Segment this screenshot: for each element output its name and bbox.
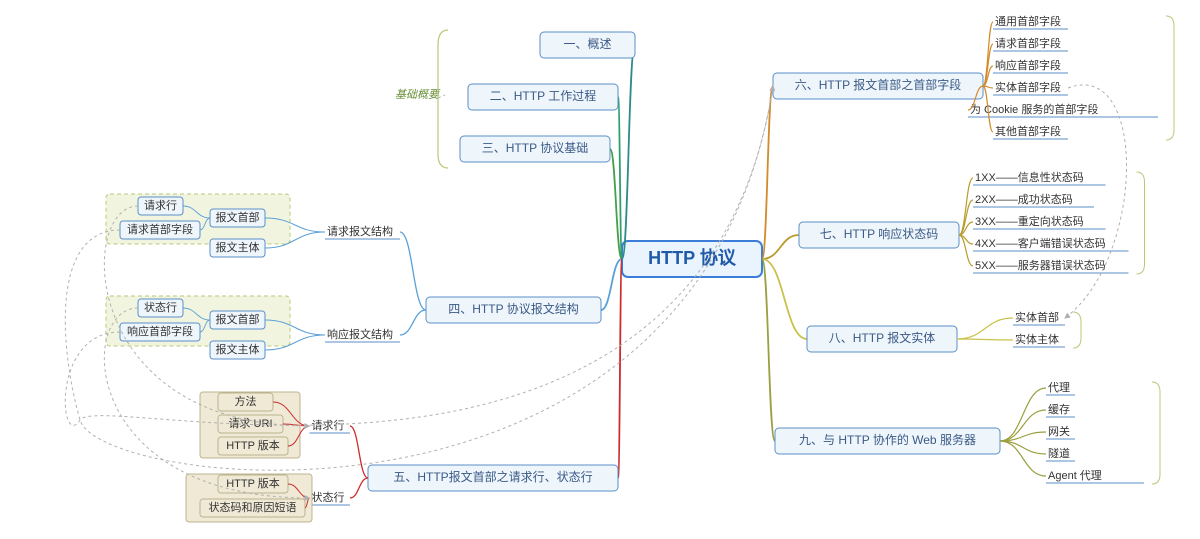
branch-b9-label: 九、与 HTTP 协作的 Web 服务器 — [799, 432, 976, 447]
sub-b5-1-1-label: 状态码和原因短语 — [209, 500, 297, 514]
sub-b4-0-0-label: 报文首部 — [216, 210, 260, 224]
bracket-b7 — [1137, 172, 1145, 274]
branch-b6-label: 六、HTTP 报文首部之首部字段 — [795, 77, 961, 92]
branch-b6-child-4: 为 Cookie 服务的首部字段 — [970, 102, 1098, 116]
branch-b1-label: 一、概述 — [563, 37, 611, 51]
branch-b3-label: 三、HTTP 协议基础 — [482, 140, 588, 155]
crosslink-from-b4-0-0-1 — [65, 86, 773, 470]
branch-b7-child-4: 5XX——服务器错误状态码 — [975, 258, 1106, 272]
branch-b7-child-3: 4XX——客户端错误状态码 — [975, 236, 1106, 250]
sub-b5-0-2-label: HTTP 版本 — [226, 438, 280, 452]
branch-b2-label: 二、HTTP 工作过程 — [490, 88, 596, 103]
branch-b9-child-0: 代理 — [1048, 381, 1070, 394]
branch-b5-child-1: 状态行 — [312, 490, 345, 504]
branch-b7-label: 七、HTTP 响应状态码 — [820, 226, 938, 241]
branch-b8-label: 八、HTTP 报文实体 — [829, 330, 935, 345]
branch-b9-child-4: Agent 代理 — [1048, 469, 1102, 482]
branch-b6-child-5: 其他首部字段 — [995, 124, 1061, 138]
mindmap-canvas: HTTP 协议 基础概要 一、概述二、HTTP 工作过程三、HTTP 协议基础四、H… — [0, 0, 1200, 539]
ssub-b4-0-0-0-label: 请求行 — [144, 199, 177, 212]
ssub-b4-0-0-1-label: 请求首部字段 — [127, 222, 193, 236]
branch-b8-child-0: 实体首部 — [1015, 310, 1059, 324]
bracket-b9 — [1152, 382, 1160, 484]
bracket-b8 — [1073, 312, 1081, 348]
branch-b6-child-0: 通用首部字段 — [995, 14, 1061, 28]
sub-b4-1-1-label: 报文主体 — [216, 342, 260, 356]
annotation-link — [438, 95, 445, 98]
branch-b7-child-1: 2XX——成功状态码 — [975, 192, 1073, 206]
ssub-b4-1-0-0-label: 状态行 — [144, 300, 177, 314]
annotation-basics: 基础概要 — [395, 88, 441, 101]
annotation-bracket — [438, 30, 448, 168]
branch-b9-child-2: 网关 — [1048, 424, 1070, 438]
branch-b4-child-1: 响应报文结构 — [327, 327, 393, 341]
bracket-b6 — [1166, 16, 1174, 140]
branch-b9-child-1: 缓存 — [1048, 402, 1070, 416]
branch-b5-label: 五、HTTP报文首部之请求行、状态行 — [393, 469, 592, 484]
branch-b4-child-0: 请求报文结构 — [327, 224, 393, 238]
sub-b4-0-1-label: 报文主体 — [216, 240, 260, 254]
sub-b5-1-0-label: HTTP 版本 — [226, 476, 280, 490]
sub-b4-1-0-label: 报文首部 — [216, 312, 260, 326]
sub-b5-0-0-label: 方法 — [235, 394, 257, 408]
branch-b4-label: 四、HTTP 协议报文结构 — [448, 301, 578, 316]
branch-b7-child-0: 1XX——信息性状态码 — [975, 170, 1084, 184]
branch-b8-child-1: 实体主体 — [1015, 332, 1059, 346]
root-node-label: HTTP 协议 — [648, 247, 737, 268]
branch-b6-child-1: 请求首部字段 — [995, 36, 1061, 50]
branch-b6-child-3: 实体首部字段 — [995, 80, 1061, 94]
ssub-b4-1-0-1-label: 响应首部字段 — [127, 324, 193, 338]
branch-b9-child-3: 隧道 — [1048, 446, 1070, 460]
branch-b6-child-2: 响应首部字段 — [995, 58, 1061, 72]
crosslink-from-b6-3 — [1065, 85, 1127, 318]
branch-b7-child-2: 3XX——重定向状态码 — [975, 214, 1084, 228]
